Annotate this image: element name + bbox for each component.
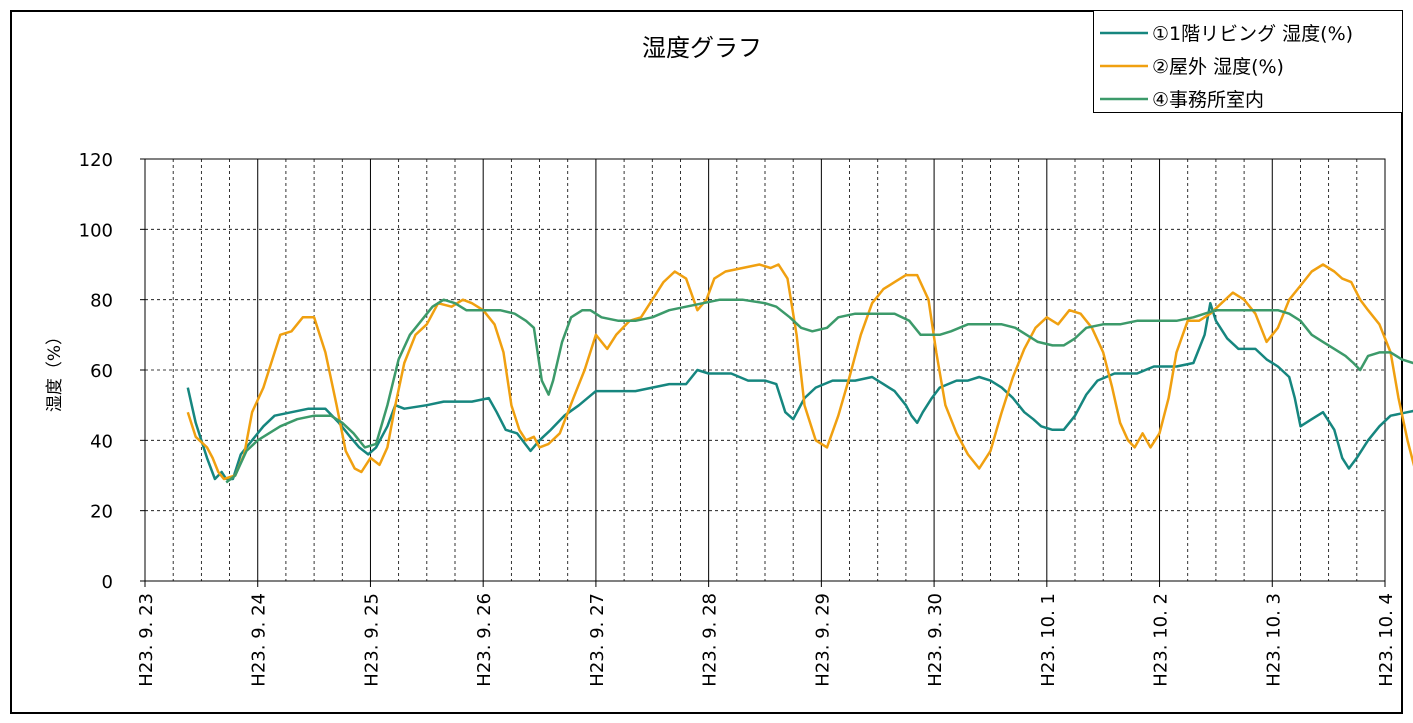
grid-layer bbox=[144, 158, 1386, 582]
y-tick-label: 0 bbox=[102, 572, 113, 593]
series-line-3 bbox=[225, 298, 1413, 484]
y-tick-label: 20 bbox=[90, 502, 113, 523]
x-tick-label: H23. 10. 4 bbox=[1376, 593, 1397, 687]
legend-label-1: ①1階リビング 湿度(%) bbox=[1152, 23, 1353, 45]
chart-title: 湿度グラフ bbox=[642, 34, 762, 62]
legend-svg: ①1階リビング 湿度(%) ②屋外 湿度(%) ④事務所室内 bbox=[1100, 23, 1353, 111]
y-tick-label: 100 bbox=[79, 220, 113, 241]
y-axis-label: 湿度（%） bbox=[45, 328, 65, 412]
legend-label-3: ④事務所室内 bbox=[1152, 89, 1264, 111]
x-tick-label: H23. 9. 28 bbox=[700, 593, 721, 687]
y-tick-label: 60 bbox=[90, 361, 113, 382]
series-line-1 bbox=[186, 301, 1413, 481]
series-line-2 bbox=[186, 263, 1413, 481]
x-tick-label: H23. 10. 2 bbox=[1151, 593, 1172, 687]
legend-label-2: ②屋外 湿度(%) bbox=[1152, 56, 1284, 78]
x-tick-label: H23. 9. 26 bbox=[474, 593, 495, 687]
y-tick-label: 120 bbox=[79, 150, 113, 171]
x-tick-label: H23. 9. 27 bbox=[587, 593, 608, 687]
x-tick-label: H23. 10. 3 bbox=[1263, 593, 1284, 687]
x-tick-label: H23. 9. 29 bbox=[812, 593, 833, 687]
x-tick-label: H23. 10. 1 bbox=[1038, 593, 1059, 687]
axis-layer: 0 20 40 60 80 100 120 H23. 9. 23 H23. 9. 24 H23. … bbox=[79, 150, 1397, 687]
y-tick-label: 80 bbox=[90, 291, 113, 312]
x-tick-label: H23. 9. 30 bbox=[925, 593, 946, 687]
legend: ①1階リビング 湿度(%) ②屋外 湿度(%) ④事務所室内 bbox=[1093, 10, 1403, 113]
x-tick-label: H23. 9. 25 bbox=[361, 593, 382, 687]
chart-frame bbox=[10, 10, 1403, 714]
x-tick-label: H23. 9. 24 bbox=[249, 593, 270, 687]
y-tick-label: 40 bbox=[90, 431, 113, 452]
series-layer bbox=[186, 263, 1413, 484]
x-tick-label: H23. 9. 23 bbox=[136, 593, 157, 687]
